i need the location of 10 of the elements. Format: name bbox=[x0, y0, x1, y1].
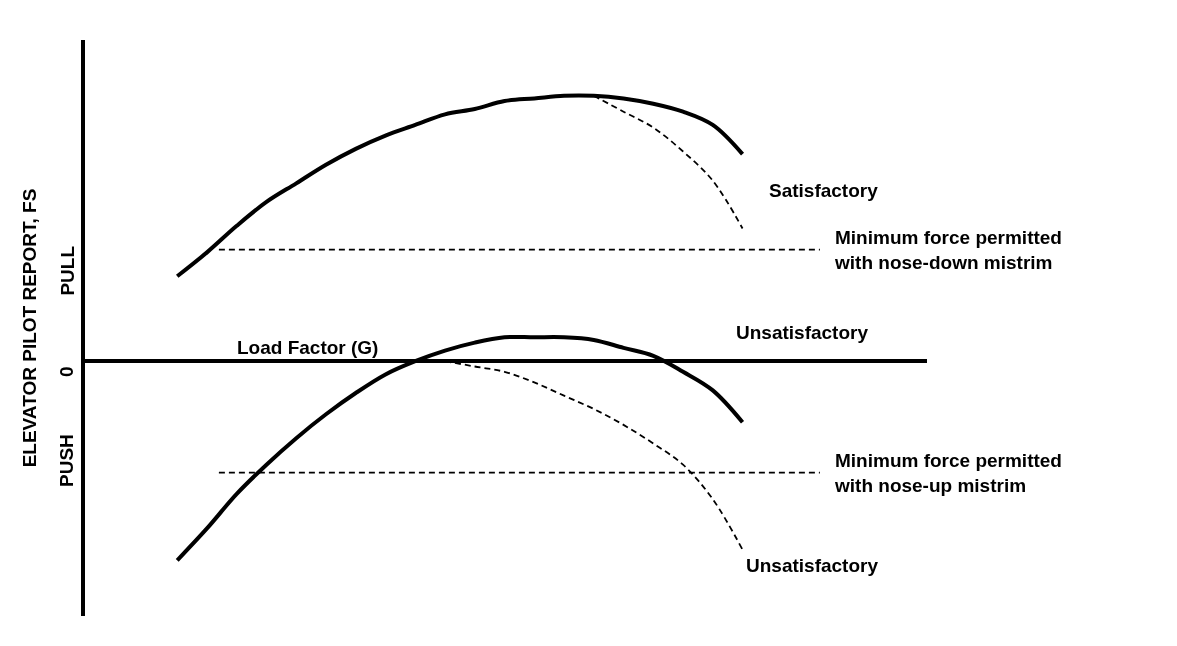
y-axis-title: ELEVATOR PILOT REPORT, FS bbox=[19, 188, 41, 468]
annotation: Satisfactory bbox=[769, 180, 879, 201]
text: PUSH bbox=[56, 434, 78, 487]
text: PULL bbox=[56, 245, 78, 296]
text: 0 bbox=[56, 366, 78, 377]
ref-line-label: Minimum force permitted with nose-down mistrim bbox=[834, 227, 1062, 273]
annotation: Unsatisfactory bbox=[746, 555, 879, 576]
x-axis-title: Load Factor (G) bbox=[237, 337, 379, 358]
ref-line-label: Minimum force permitted with nose-up mistrim bbox=[834, 450, 1062, 496]
annotation: Unsatisfactory bbox=[736, 322, 869, 343]
